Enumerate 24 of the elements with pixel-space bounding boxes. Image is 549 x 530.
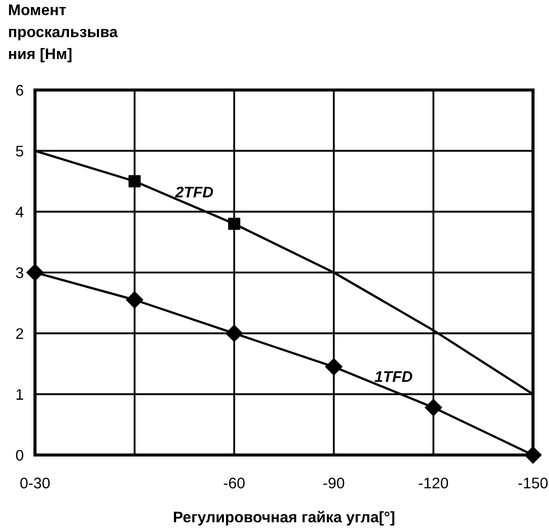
point bbox=[524, 446, 542, 464]
point bbox=[228, 218, 240, 230]
y-tick-label: 5 bbox=[16, 146, 24, 157]
y-tick-label: 3 bbox=[16, 267, 24, 278]
y-tick-label: 0 bbox=[16, 450, 24, 461]
point bbox=[126, 291, 144, 308]
point bbox=[424, 399, 442, 416]
y-axis-title: Момент проскальзыва ния [Нм] bbox=[9, 4, 118, 62]
y-tick-label: 2 bbox=[16, 328, 24, 339]
y-tick-label: 1 bbox=[16, 389, 24, 400]
x-axis-title: Регулировочная гайка угла[°] bbox=[174, 510, 394, 526]
point bbox=[325, 358, 342, 376]
x-tick-label: -60 bbox=[224, 478, 245, 488]
x-tick-label: -120 bbox=[418, 478, 448, 488]
series-label: 1TFD bbox=[374, 371, 412, 382]
y-tick-label: 4 bbox=[16, 206, 24, 218]
x-tick-label: 0-30 bbox=[20, 478, 50, 488]
x-tick-label: -90 bbox=[323, 478, 344, 488]
x-tick-label: -150 bbox=[518, 478, 548, 488]
y-tick-label: 6 bbox=[16, 84, 24, 96]
point bbox=[226, 324, 243, 342]
point bbox=[26, 264, 44, 282]
series-label: 2TFD bbox=[175, 186, 214, 198]
point bbox=[128, 175, 141, 188]
